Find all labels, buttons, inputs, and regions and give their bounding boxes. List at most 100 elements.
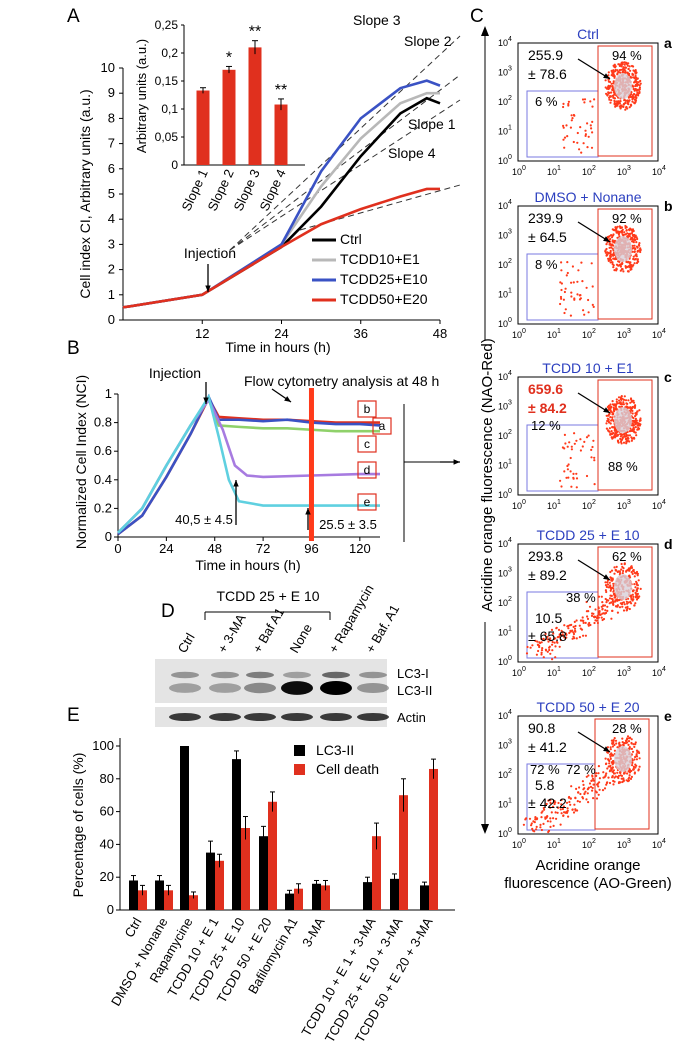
flow-dot xyxy=(588,782,592,785)
flow-dot xyxy=(636,77,639,80)
flow-dot xyxy=(550,628,554,632)
flow-ytick-exp: 3 xyxy=(508,400,512,407)
flow-dot xyxy=(589,785,593,789)
flow-dot xyxy=(574,796,577,799)
flow-dot xyxy=(570,295,573,298)
cell-death-bar xyxy=(268,801,277,910)
flow-dot xyxy=(613,434,616,437)
flow-dot xyxy=(565,636,568,639)
flow-dot xyxy=(551,649,554,652)
flow-dot xyxy=(573,298,576,301)
flow-dot xyxy=(636,410,639,413)
flow-dot xyxy=(610,617,613,620)
flow-dot xyxy=(623,435,626,438)
flow-dot xyxy=(632,768,635,771)
flow-dot xyxy=(631,422,634,425)
flow-dot xyxy=(614,600,617,603)
flow-density-core xyxy=(614,236,632,262)
flow-dot xyxy=(638,757,641,760)
flow-dot xyxy=(595,619,598,622)
flow-dot xyxy=(625,570,628,573)
flow-dot xyxy=(636,246,639,249)
lc3-ii-bar xyxy=(129,880,138,910)
flow-dot xyxy=(628,569,631,572)
flow-dot xyxy=(634,100,637,103)
flow-dot xyxy=(598,788,601,791)
flow-dot xyxy=(618,101,621,104)
flow-dot xyxy=(597,595,601,598)
flow-dot xyxy=(566,468,570,471)
flow-dot xyxy=(618,63,622,66)
flow-dot xyxy=(573,620,576,624)
flow-ytick-label: 10 xyxy=(498,770,508,780)
flow-dot xyxy=(629,406,632,409)
flow-dot xyxy=(626,64,629,67)
flow-dot xyxy=(633,758,636,761)
flow-dot xyxy=(549,817,552,820)
flow-dot xyxy=(578,800,582,803)
flow-dot xyxy=(611,86,614,89)
flow-dot xyxy=(577,269,580,272)
flow-cytometry-arrow-head xyxy=(284,396,291,402)
flow-mean-value: 90.8 xyxy=(528,720,555,736)
flow-dot xyxy=(630,738,633,741)
flow-dot xyxy=(584,129,587,132)
flow-dot xyxy=(625,438,628,441)
flow-dot xyxy=(572,472,575,475)
flow-dot xyxy=(616,225,619,228)
flow-dot xyxy=(592,783,595,786)
flow-dot xyxy=(549,820,552,823)
flow-dot xyxy=(622,743,625,746)
flow-dot xyxy=(597,607,600,610)
flow-dot xyxy=(575,619,578,622)
flow-dot xyxy=(585,286,588,289)
flow-dot xyxy=(639,417,642,420)
flow-ytick-label: 10 xyxy=(498,829,508,839)
flow-dot xyxy=(628,106,631,109)
panel-b-letter: B xyxy=(67,338,80,359)
flow-dot xyxy=(605,772,608,775)
flow-dot xyxy=(613,269,616,272)
flow-dot xyxy=(626,72,629,75)
flow-dot xyxy=(619,107,622,110)
flow-dot xyxy=(607,599,610,602)
flow-dot xyxy=(531,827,534,831)
flow-xtick-label: 10 xyxy=(547,501,557,511)
flow-dot xyxy=(623,63,626,66)
flow-dot xyxy=(582,309,585,312)
flow-dot xyxy=(610,569,614,572)
flow-dot xyxy=(585,474,589,478)
flow-density-core xyxy=(614,407,632,433)
flow-dot xyxy=(607,74,610,77)
flow-dot xyxy=(620,562,623,566)
flow-ytick-exp: 2 xyxy=(508,258,512,265)
flow-dot xyxy=(557,628,561,632)
flow-dot xyxy=(622,67,625,70)
flow-dot xyxy=(549,806,552,809)
flow-dot xyxy=(616,570,619,574)
flow-dot xyxy=(621,70,625,73)
flow-dot xyxy=(621,737,624,740)
flow-annotation-arrow-head xyxy=(603,746,610,752)
actin-band xyxy=(320,713,352,721)
flow-dot xyxy=(546,815,549,818)
flow-pct-high: 62 % xyxy=(612,549,642,564)
flow-dot xyxy=(605,243,608,246)
flow-dot xyxy=(609,254,612,258)
flow-dot xyxy=(612,70,616,73)
flow-dot xyxy=(621,565,624,569)
flow-dot xyxy=(623,395,626,398)
flow-dot xyxy=(576,280,579,283)
flow-dot xyxy=(551,658,554,661)
flow-dot xyxy=(608,98,611,101)
flow-dot xyxy=(624,265,627,268)
flow-dot xyxy=(586,617,590,621)
flow-mean-error: ± 84.2 xyxy=(528,400,567,416)
flow-dot xyxy=(631,590,635,593)
flow-dot xyxy=(632,76,635,79)
panel-a-ytick-label: 6 xyxy=(108,161,115,176)
flow-dot xyxy=(571,808,574,811)
flow-dot xyxy=(560,629,563,633)
flow-dot xyxy=(620,433,623,436)
flow-xtick-label: 10 xyxy=(582,330,592,340)
